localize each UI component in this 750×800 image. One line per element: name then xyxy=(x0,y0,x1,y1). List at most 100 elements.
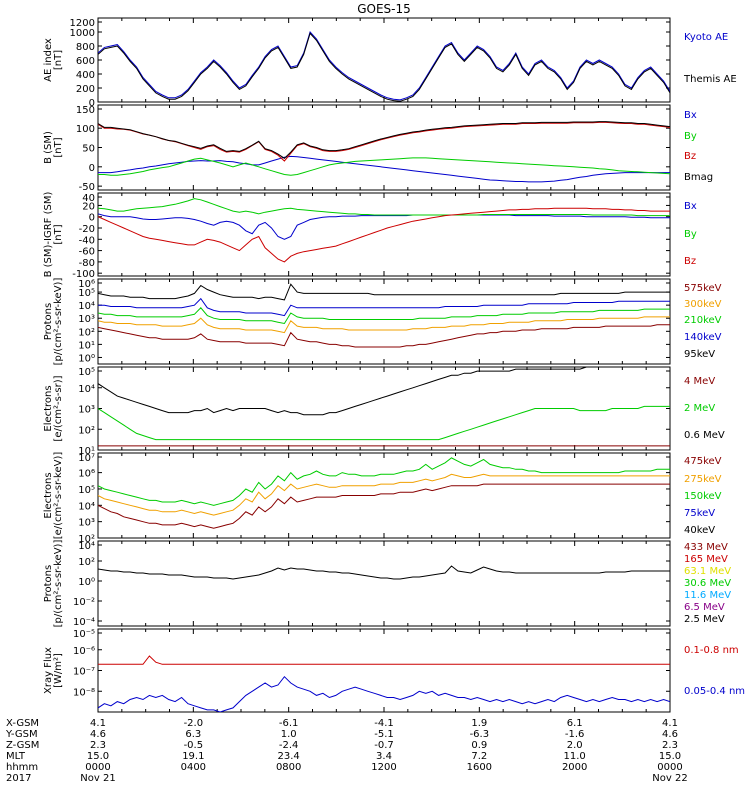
y-tick-label: 10⁵ xyxy=(78,485,95,496)
y-tick-label: 10³ xyxy=(78,518,95,529)
series-line-themis-ae xyxy=(98,32,670,102)
y-tick-label: 10⁶ xyxy=(78,469,95,480)
panel-6: 10⁷ 10⁶ 10⁵ 10⁴ 10³ 10² Electrons [e/(cm²-s-sr-… xyxy=(43,452,722,545)
y-axis-label: Protons xyxy=(43,303,54,340)
axis-table-value: 4.1 xyxy=(662,718,678,729)
y-tick-label: 100 xyxy=(76,124,95,135)
axis-table-value: 0400 xyxy=(181,762,206,773)
axis-row-label: X-GSM xyxy=(6,718,39,729)
y-tick-label: 10² xyxy=(78,534,95,545)
y-tick-label: 10¹ xyxy=(78,446,95,457)
y-tick-label: 10⁴ xyxy=(78,301,95,312)
y-axis-label: [p/(cm²-s-sr-keV)] xyxy=(53,278,64,366)
axis-table-value: 0000 xyxy=(85,762,110,773)
legend-label: 433 MeV xyxy=(684,542,728,553)
y-tick-label: -60 xyxy=(79,247,95,258)
y-axis-label: [e/(cm²-s-sr-keV)] xyxy=(53,452,64,540)
legend-label: 95keV xyxy=(684,349,715,360)
legend-label: By xyxy=(684,131,697,142)
series-line-275kev xyxy=(98,473,670,516)
legend-label: 6.5 MeV xyxy=(684,602,725,613)
axis-table-value: 15.0 xyxy=(659,751,681,762)
y-tick-label: 10⁻⁶ xyxy=(73,646,95,657)
y-tick-label: 10⁴ xyxy=(78,384,95,395)
axis-table-value: Nov 21 xyxy=(80,773,115,784)
axis-table-value: 2000 xyxy=(562,762,587,773)
legend-label: 2.5 MeV xyxy=(684,614,725,625)
axis-table-value: 2.3 xyxy=(662,740,678,751)
series-line-by xyxy=(98,157,670,176)
panel-7: 10⁴ 10² 10⁰ 10⁻² 10⁻⁴ Protons [p/(cm²-s-sr-keV… xyxy=(43,540,731,628)
series-line-575kev xyxy=(98,324,670,348)
y-tick-label: 10³ xyxy=(78,314,95,325)
axis-table-value: -6.1 xyxy=(279,718,299,729)
y-tick-label: 600 xyxy=(76,56,95,67)
series-line-2-mev xyxy=(98,405,670,441)
y-tick-label: -40 xyxy=(79,235,95,246)
series-line-475kev xyxy=(98,483,670,529)
panel-frame xyxy=(97,452,671,539)
axis-table-value: 1600 xyxy=(467,762,492,773)
axis-table-value: 1.0 xyxy=(281,729,297,740)
y-tick-label: 150 xyxy=(76,105,95,116)
y-axis-label: Electrons xyxy=(43,472,54,518)
axis-table-value: 23.4 xyxy=(278,751,300,762)
y-tick-label: 400 xyxy=(76,70,95,81)
series-line-140kev xyxy=(98,297,670,317)
y-tick-label: -50 xyxy=(79,182,95,193)
y-tick-label: 800 xyxy=(76,42,95,53)
y-tick-label: 40 xyxy=(82,193,95,204)
series-line-kyoto-ae xyxy=(98,31,670,101)
legend-label: Bz xyxy=(684,151,696,162)
y-tick-label: 20 xyxy=(82,201,95,212)
y-tick-label: 10⁻⁴ xyxy=(73,617,95,628)
axis-table-value: 4.6 xyxy=(90,729,106,740)
series-line-bmag xyxy=(98,121,670,159)
y-tick-label: 0 xyxy=(89,163,95,174)
legend-label: 165 MeV xyxy=(684,554,728,565)
axis-table-value: -0.5 xyxy=(184,740,204,751)
legend-label: 30.6 MeV xyxy=(684,578,731,589)
legend-label: 0.05-0.4 nm xyxy=(684,686,745,697)
y-tick-label: 1200 xyxy=(70,18,95,29)
y-axis-label: [W/m²] xyxy=(53,653,64,688)
axis-table-value: 7.2 xyxy=(471,751,487,762)
legend-label: 40keV xyxy=(684,525,715,536)
y-tick-label: 10⁵ xyxy=(78,288,95,299)
y-tick-label: 10⁻⁸ xyxy=(73,687,95,698)
y-axis-label: [nT] xyxy=(53,224,64,244)
y-axis-label: B (SM) xyxy=(43,131,54,164)
y-tick-label: 10² xyxy=(78,557,95,568)
y-tick-label: -80 xyxy=(79,258,95,269)
y-axis-label: [nT] xyxy=(53,50,64,70)
legend-label: Bx xyxy=(684,110,697,121)
axis-table-value: -2.0 xyxy=(184,718,204,729)
legend-label: 4 MeV xyxy=(684,376,715,387)
axis-table-value: -0.7 xyxy=(374,740,394,751)
y-tick-label: 10⁷ xyxy=(78,453,95,464)
axis-row-label: hhmm xyxy=(6,762,38,773)
series-line-210kev xyxy=(98,307,670,325)
y-tick-label: 10⁴ xyxy=(78,541,95,552)
y-tick-label: 50 xyxy=(82,144,95,155)
panel-frame xyxy=(97,540,671,627)
y-tick-label: 0 xyxy=(89,98,95,109)
y-tick-label: 10⁻² xyxy=(73,597,95,608)
y-axis-label: [nT] xyxy=(53,137,64,157)
legend-label: 300keV xyxy=(684,299,722,310)
axis-table-value: 4.1 xyxy=(90,718,106,729)
y-tick-label: 10⁰ xyxy=(78,577,95,588)
y-axis-label: [e/(cm²-s-sr)] xyxy=(53,375,64,441)
panel-frame xyxy=(97,366,671,451)
series-line-0-1-0-8-nm xyxy=(98,655,670,665)
y-tick-label: 10⁰ xyxy=(78,353,95,364)
series-line-bz xyxy=(98,121,670,162)
axis-table-value: -4.1 xyxy=(374,718,394,729)
legend-label: 150keV xyxy=(684,491,722,502)
legend-label: 0.6 MeV xyxy=(684,430,725,441)
y-tick-label: 10⁻⁷ xyxy=(73,667,95,678)
legend-label: Kyoto AE xyxy=(684,32,728,43)
axis-table-value: 0800 xyxy=(276,762,301,773)
